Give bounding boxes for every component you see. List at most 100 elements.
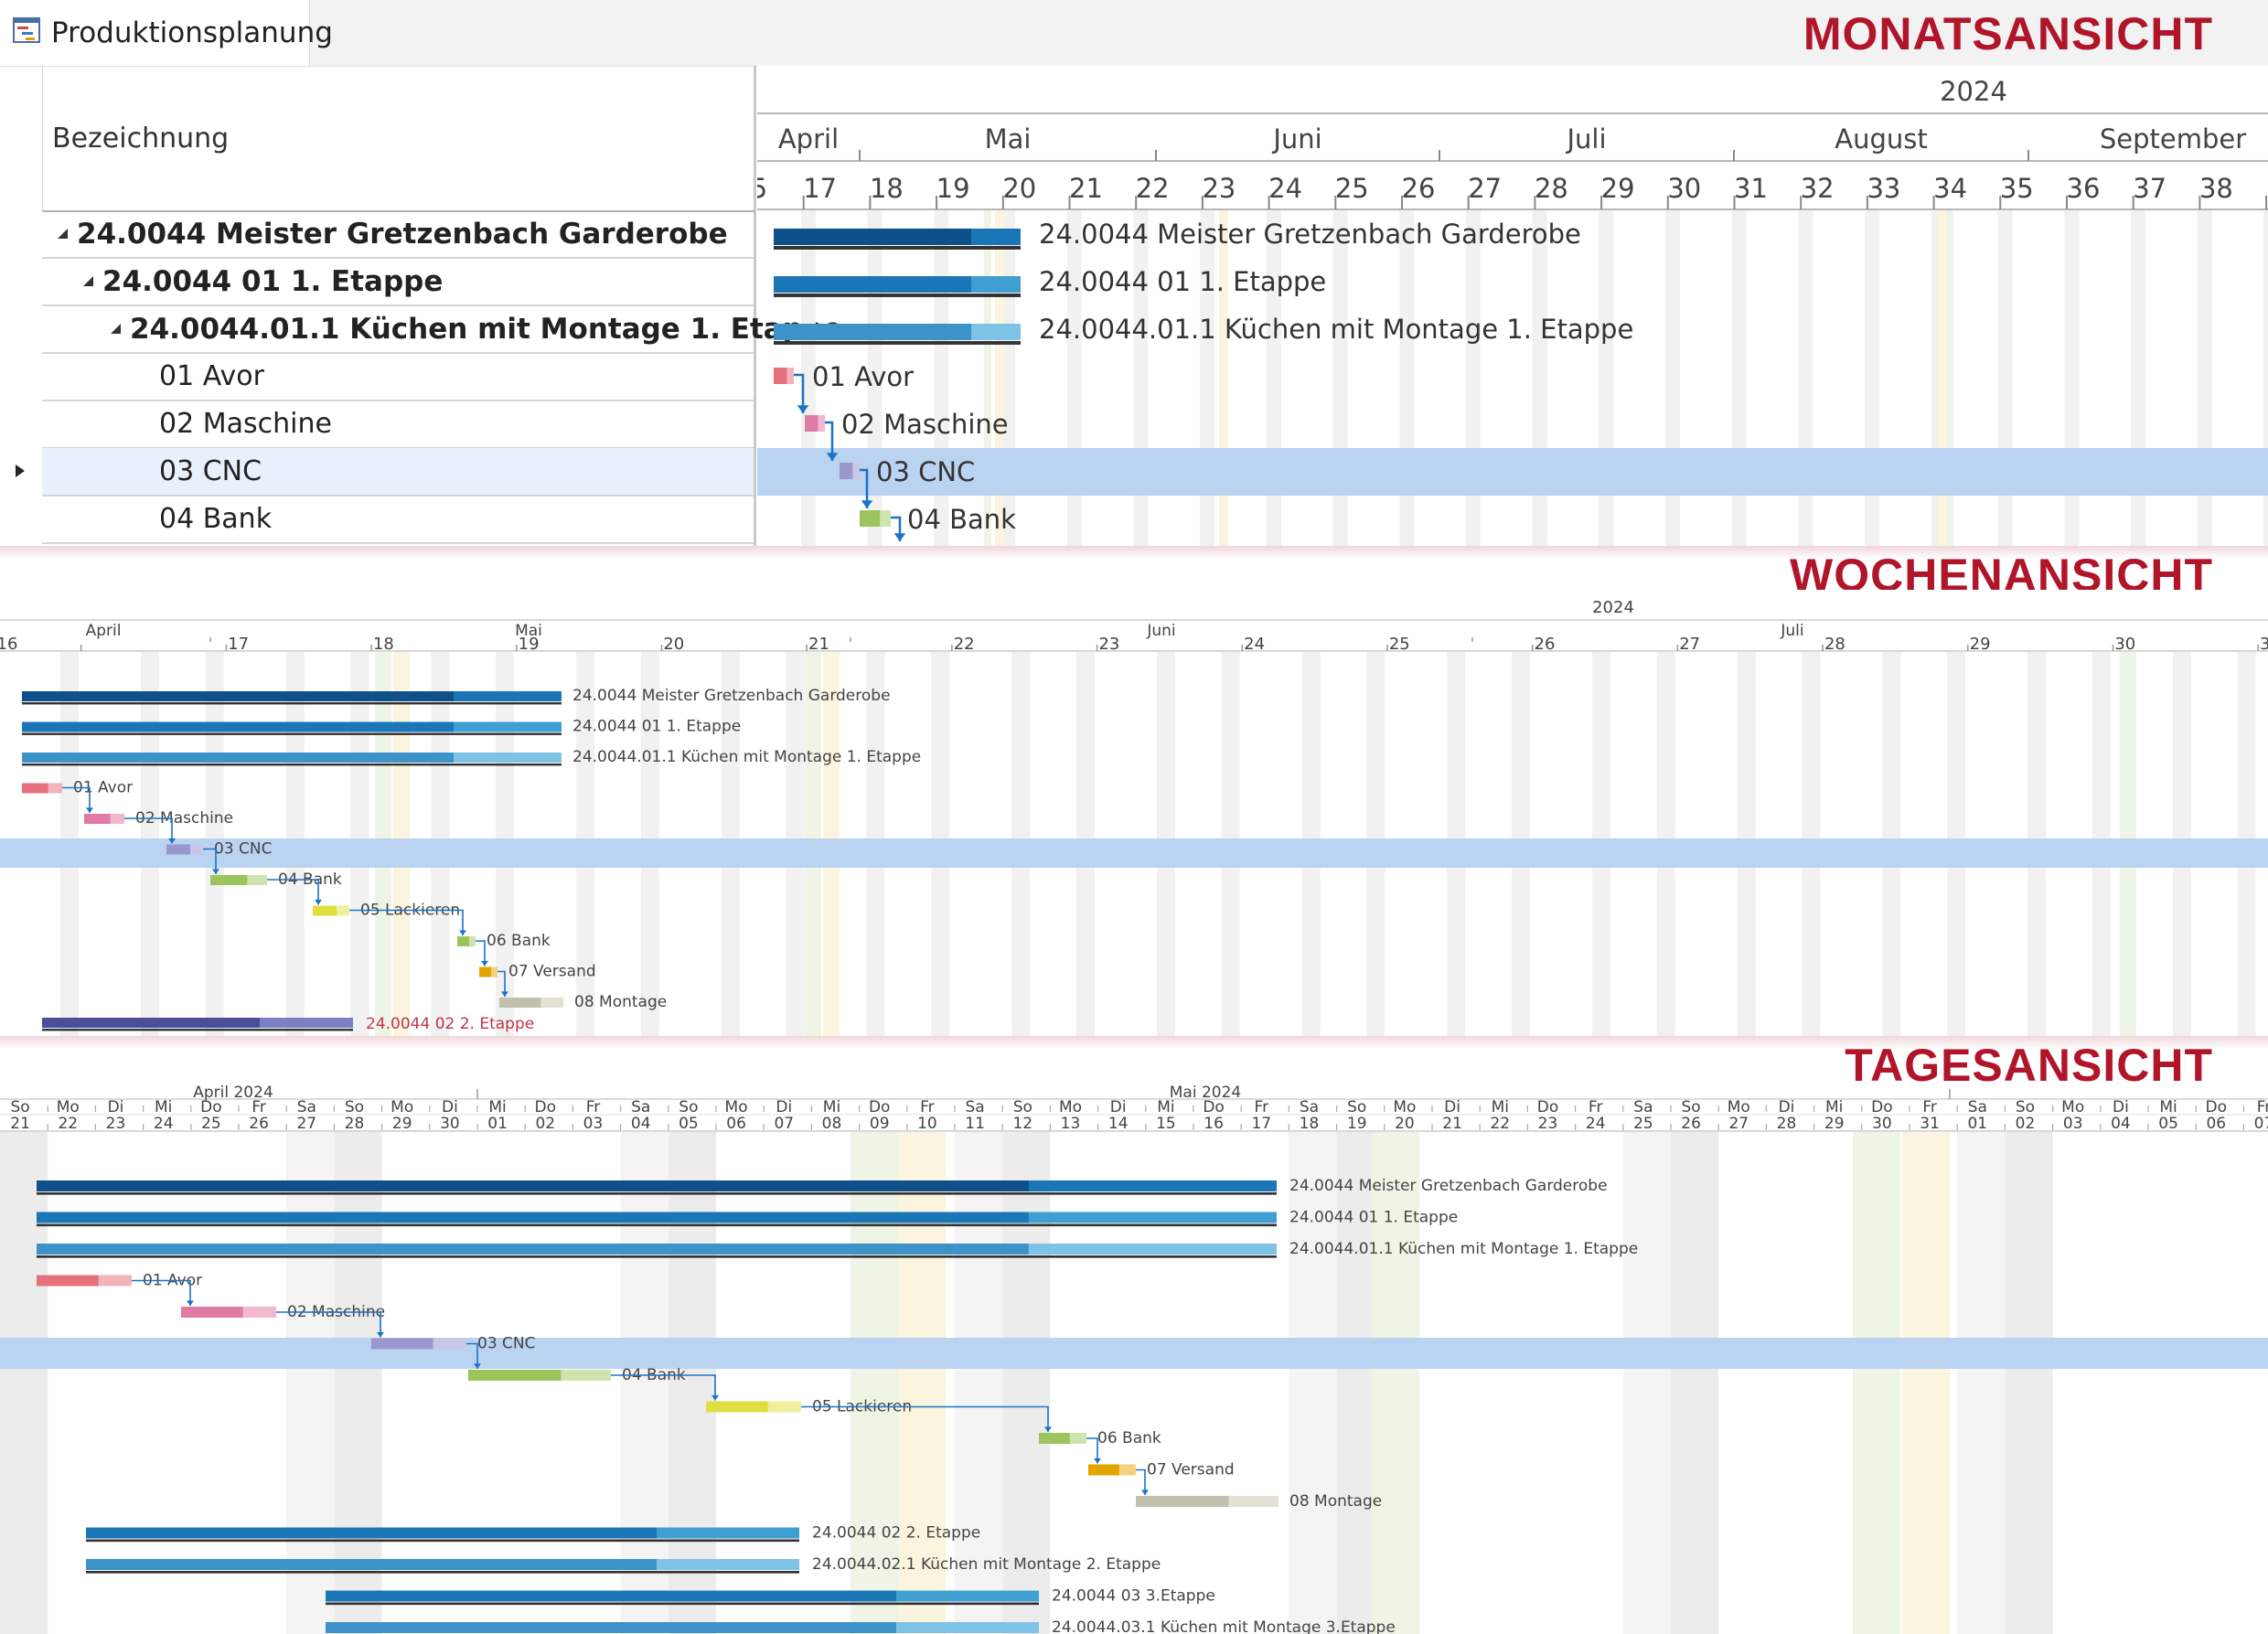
task-bar[interactable] — [313, 905, 349, 916]
summary-bar[interactable] — [86, 1527, 799, 1543]
task-row[interactable]: 24.0044 01 1. Etappe — [42, 258, 754, 306]
summary-bar[interactable] — [42, 1018, 353, 1031]
collapse-triangle-icon[interactable] — [82, 275, 95, 288]
summary-bar-underline — [86, 1571, 799, 1574]
weekday-label: Do — [1537, 1098, 1559, 1116]
day-number-label: 12 — [1012, 1115, 1032, 1133]
summary-bar[interactable] — [22, 691, 562, 705]
week-gantt-chart[interactable]: 2024 April Mai Juni Juli 16 17 18 19 20 21 22 23 24 25… — [0, 590, 2268, 1038]
weekday-label: Sa — [1968, 1098, 1987, 1116]
tab-produktionsplanung[interactable]: Produktionsplanung — [0, 0, 333, 66]
dependency-connector — [801, 1405, 1049, 1432]
task-bar[interactable] — [774, 368, 794, 384]
bar-label: 03 CNC — [477, 1335, 536, 1353]
task-bar[interactable] — [22, 783, 62, 794]
task-bar[interactable] — [840, 463, 860, 479]
gantt-window-icon — [13, 17, 40, 43]
task-bar[interactable] — [499, 998, 563, 1008]
collapse-triangle-shape — [83, 276, 93, 286]
day-number-label: 03 — [583, 1115, 604, 1133]
dependency-connector — [476, 940, 486, 967]
task-row[interactable]: 24.0044 Meister Gretzenbach Garderobe — [42, 210, 754, 259]
task-bar[interactable] — [805, 415, 825, 432]
day-number-label: 23 — [106, 1115, 126, 1133]
dependency-connector-arrowhead — [893, 533, 906, 541]
day-number-label: 05 — [679, 1115, 699, 1133]
summary-bar-progress — [774, 324, 971, 340]
dependency-connector — [497, 970, 506, 997]
summary-bar[interactable] — [37, 1244, 1277, 1258]
weekday-label: Di — [1779, 1098, 1795, 1116]
summary-bar[interactable] — [37, 1212, 1277, 1227]
special-day-shade — [984, 210, 991, 546]
weekday-label: So — [679, 1098, 698, 1116]
task-bar-progress — [1039, 1433, 1070, 1444]
task-row[interactable]: 03 CNC — [42, 448, 754, 497]
summary-bar-underline — [86, 1539, 799, 1543]
summary-bar[interactable] — [774, 324, 1021, 345]
task-bar[interactable] — [371, 1338, 466, 1350]
collapse-triangle-icon[interactable] — [57, 228, 70, 240]
week-number-label: 21 — [808, 635, 829, 654]
weekday-label: Mo — [1059, 1098, 1082, 1116]
week-number-label: 31 — [1734, 173, 1768, 204]
timeline-header — [0, 1082, 2268, 1132]
summary-bar[interactable] — [774, 276, 1021, 297]
week-number-label: 17 — [803, 173, 837, 204]
summary-bar-progress — [37, 1244, 1029, 1255]
week-number-label: 19 — [936, 173, 970, 204]
summary-bar[interactable] — [326, 1590, 1039, 1606]
week-gantt-canvas: 2024 April Mai Juni Juli 16 17 18 19 20 21 22 23 24 25… — [0, 590, 2268, 1036]
task-bar[interactable] — [210, 875, 267, 885]
summary-bar[interactable] — [22, 721, 562, 735]
dependency-connector-arrowhead — [1044, 1426, 1052, 1432]
task-bar[interactable] — [84, 814, 124, 824]
holiday-shade — [995, 210, 1004, 546]
holiday-shade — [1937, 210, 1946, 546]
weekend-shade — [1957, 1132, 2006, 1634]
task-bar[interactable] — [706, 1401, 801, 1413]
task-bar[interactable] — [860, 510, 891, 527]
task-row[interactable]: 04 Bank — [42, 496, 754, 544]
task-bar[interactable] — [479, 967, 497, 977]
day-number-label: 07 — [774, 1115, 794, 1133]
summary-bar[interactable] — [22, 753, 562, 766]
day-number-label: 16 — [1204, 1115, 1224, 1133]
task-bar[interactable] — [181, 1307, 276, 1318]
summary-bar-underline — [774, 246, 1021, 250]
dependency-connector — [132, 1279, 191, 1306]
column-header-bezeichnung[interactable]: Bezeichnung — [42, 66, 754, 212]
summary-bar-progress — [326, 1590, 896, 1602]
weekday-label: Sa — [1633, 1098, 1653, 1116]
task-row[interactable]: 24.0044.01.1 Küchen mit Montage 1. Etapp… — [42, 305, 842, 354]
summary-bar[interactable] — [37, 1180, 1277, 1195]
week-number-label: 31 — [2260, 635, 2268, 654]
task-row[interactable]: 02 Maschine — [42, 400, 754, 449]
summary-bar-underline — [22, 732, 562, 735]
task-bar[interactable] — [468, 1370, 611, 1381]
task-bar[interactable] — [166, 844, 203, 855]
weekday-label: Do — [1203, 1098, 1225, 1116]
task-bar[interactable] — [37, 1275, 132, 1287]
bar-label: 07 Versand — [508, 963, 596, 981]
summary-bar[interactable] — [86, 1559, 799, 1574]
summary-bar[interactable] — [326, 1622, 1039, 1634]
month-gantt-chart[interactable]: 2024 April Mai Juni Juli August September 5 17 18… — [757, 66, 2268, 546]
weekday-label: Sa — [965, 1098, 984, 1116]
month-label: Juli — [1780, 622, 1803, 640]
dependency-connector-arrowhead — [459, 930, 466, 935]
task-bar[interactable] — [457, 936, 476, 946]
task-bar[interactable] — [1039, 1433, 1086, 1444]
view-separator — [0, 546, 2268, 559]
collapse-triangle-icon[interactable] — [110, 323, 123, 336]
day-gantt-chart[interactable]: April 2024 Mai 2024 So 21 Mo 22 Di 23 Mi 24 Do 25 Fr… — [0, 1082, 2268, 1634]
special-day-shade — [1853, 1132, 1901, 1634]
task-row[interactable]: 01 Avor — [42, 353, 754, 401]
task-bar[interactable] — [1088, 1464, 1136, 1476]
week-number-label: 26 — [1535, 635, 1556, 654]
weekday-label: Mo — [57, 1098, 80, 1116]
bar-label: 24.0044 01 1. Etappe — [1039, 266, 1326, 297]
summary-bar[interactable] — [774, 229, 1021, 250]
bar-label: 08 Montage — [574, 993, 667, 1011]
task-bar[interactable] — [1136, 1496, 1278, 1507]
